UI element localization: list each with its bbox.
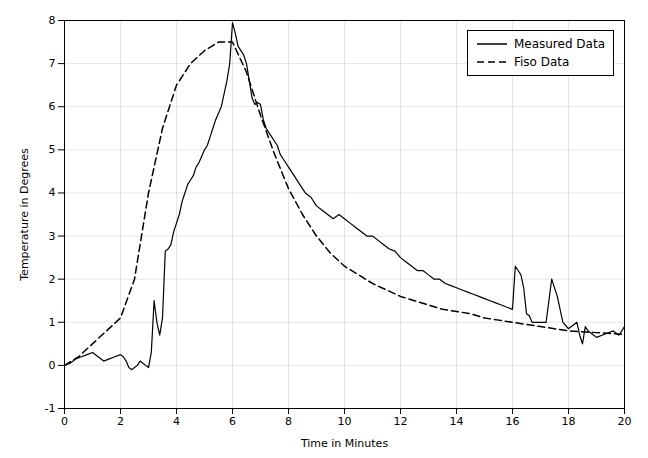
- svg-text:8: 8: [49, 14, 56, 27]
- svg-text:4: 4: [173, 415, 180, 428]
- svg-text:2: 2: [117, 415, 124, 428]
- svg-text:7: 7: [49, 57, 56, 70]
- svg-text:18: 18: [562, 415, 576, 428]
- html-text:Measured Data: Measured Data: [513, 37, 605, 51]
- svg-text:8: 8: [285, 415, 292, 428]
- svg-text:4: 4: [49, 186, 56, 199]
- svg-text:2: 2: [49, 273, 56, 286]
- html-text:Fiso Data: Fiso Data: [513, 55, 570, 69]
- svg-text:1: 1: [49, 316, 56, 329]
- svg-text:Time in Minutes: Time in Minutes: [300, 437, 389, 450]
- svg-text:0: 0: [49, 359, 56, 372]
- svg-text:16: 16: [506, 415, 520, 428]
- svg-text:12: 12: [394, 415, 408, 428]
- svg-text:5: 5: [49, 143, 56, 156]
- svg-text:6: 6: [49, 100, 56, 113]
- svg-text:10: 10: [338, 415, 352, 428]
- svg-text:-1: -1: [45, 402, 56, 415]
- svg-text:6: 6: [229, 415, 236, 428]
- svg-text:20: 20: [618, 415, 632, 428]
- svg-text:3: 3: [49, 230, 56, 243]
- svg-text:14: 14: [450, 415, 464, 428]
- svg-text:Temperature in Degrees: Temperature in Degrees: [18, 148, 31, 282]
- svg-text:0: 0: [61, 415, 68, 428]
